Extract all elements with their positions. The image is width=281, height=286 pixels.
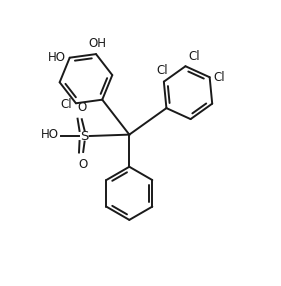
Text: O: O [79,158,88,170]
Text: S: S [80,130,89,142]
Text: O: O [77,101,86,114]
Text: Cl: Cl [157,64,168,78]
Text: Cl: Cl [214,71,225,84]
Text: HO: HO [48,51,66,64]
Text: Cl: Cl [189,50,200,63]
Text: OH: OH [89,37,106,50]
Text: HO: HO [41,128,59,141]
Text: Cl: Cl [60,98,72,111]
